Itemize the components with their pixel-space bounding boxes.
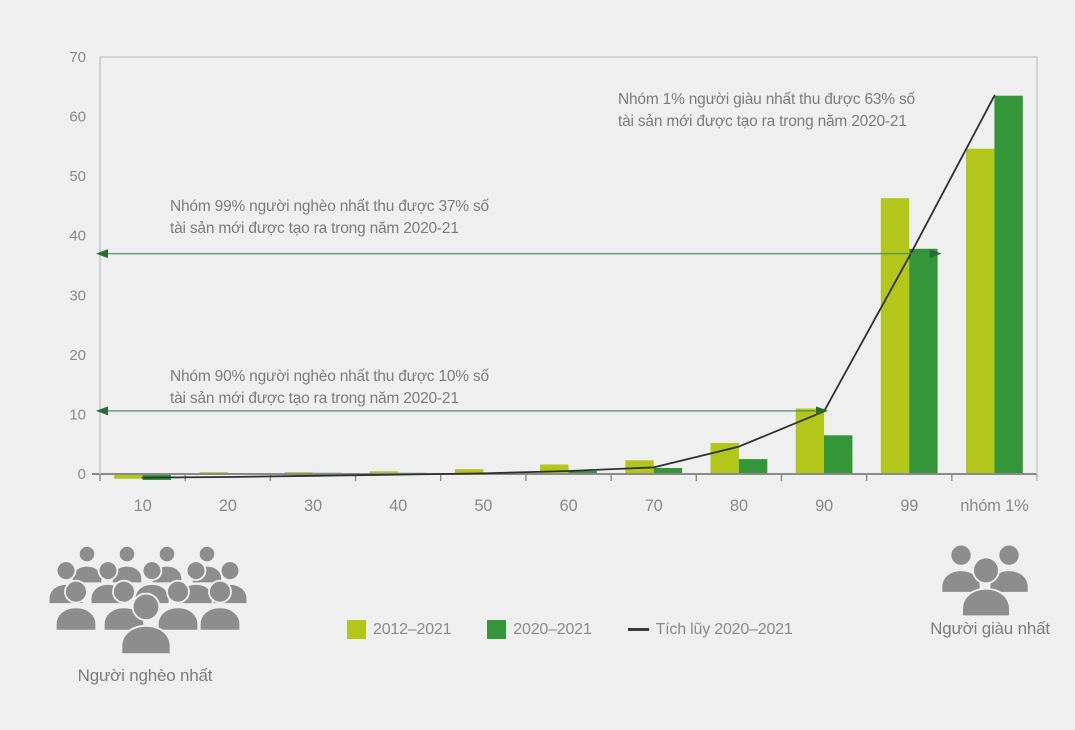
bar-2012-2021-nhóm 1% bbox=[966, 148, 995, 474]
person-icon bbox=[70, 544, 104, 585]
bar-2020-2021-80 bbox=[738, 459, 768, 474]
bar-2012-2021-40 bbox=[369, 471, 399, 474]
arrowhead-right-37 bbox=[929, 249, 942, 259]
annotation-richest-1pct-line1: Nhóm 1% người giàu nhất thu được 63% số bbox=[618, 91, 916, 108]
legend-swatch-cumulative-line bbox=[627, 628, 649, 631]
cumulative-line bbox=[141, 94, 996, 479]
arrowhead-left-37 bbox=[96, 249, 108, 259]
legend-item-2020-2021: 2020–2021 bbox=[487, 620, 592, 639]
x-tick-label-30: 30 bbox=[304, 497, 322, 515]
x-tick-label-80: 80 bbox=[730, 497, 748, 515]
x-tick-label-40: 40 bbox=[389, 497, 407, 515]
y-tick-label-60: 60 bbox=[69, 109, 86, 126]
poorest-crowd-label: Người nghèo nhất bbox=[77, 666, 213, 685]
x-tick-label-60: 60 bbox=[560, 497, 578, 515]
bar-2020-2021-90 bbox=[824, 435, 853, 474]
legend-item-cumulative: Tích lũy 2020–2021 bbox=[627, 620, 793, 639]
y-tick-label-40: 40 bbox=[69, 228, 86, 245]
bar-2012-2021-60 bbox=[540, 464, 569, 474]
annotation-poorest-90pct-line2: tài sản mới được tạo ra trong năm 2020-2… bbox=[170, 390, 459, 407]
legend-item-2012-2021: 2012–2021 bbox=[347, 620, 451, 639]
y-tick-label-20: 20 bbox=[69, 347, 86, 364]
richest-group-label: Người giàu nhất bbox=[930, 619, 1050, 638]
person-icon bbox=[198, 579, 242, 632]
annotation-poorest-90pct-line1: Nhóm 90% người nghèo nhất thu được 10% s… bbox=[170, 368, 490, 385]
person-icon bbox=[156, 579, 200, 632]
x-tick-label-99: 99 bbox=[900, 497, 918, 515]
person-icon bbox=[961, 556, 1011, 618]
richest-group-icon bbox=[940, 543, 1030, 618]
y-tick-label-0: 0 bbox=[78, 466, 86, 483]
annotation-poorest-99pct-line2: tài sản mới được tạo ra trong năm 2020-2… bbox=[170, 220, 459, 237]
person-icon bbox=[54, 579, 98, 632]
bar-2012-2021-50 bbox=[454, 469, 484, 474]
y-tick-label-10: 10 bbox=[69, 406, 86, 423]
legend-label: 2020–2021 bbox=[513, 620, 592, 638]
x-tick-label-70: 70 bbox=[645, 497, 663, 515]
bar-2020-2021-nhóm 1% bbox=[994, 95, 1023, 474]
bar-2012-2021-10 bbox=[114, 474, 143, 479]
annotation-richest-1pct-line2: tài sản mới được tạo ra trong năm 2020-2… bbox=[618, 113, 907, 130]
arrowhead-right-10.6 bbox=[816, 406, 829, 416]
x-tick-label-10: 10 bbox=[134, 497, 152, 515]
poorest-crowd-icon bbox=[47, 544, 249, 656]
legend-swatch-2020-2021 bbox=[487, 620, 507, 639]
bar-2012-2021-99 bbox=[880, 198, 910, 474]
y-tick-label-30: 30 bbox=[69, 287, 86, 304]
bar-2012-2021-90 bbox=[795, 408, 825, 474]
legend-label: Tích lũy 2020–2021 bbox=[655, 620, 793, 638]
x-tick-label-90: 90 bbox=[815, 497, 833, 515]
x-tick-label-50: 50 bbox=[474, 497, 492, 515]
x-tick-label-20: 20 bbox=[219, 497, 237, 515]
legend-swatch-2012-2021 bbox=[347, 620, 366, 639]
bar-2020-2021-99 bbox=[909, 248, 938, 474]
arrowhead-left-10.6 bbox=[96, 406, 108, 416]
y-tick-label-50: 50 bbox=[69, 168, 86, 185]
plot-frame bbox=[99, 56, 1038, 481]
person-icon bbox=[940, 543, 982, 594]
bar-2020-2021-60 bbox=[568, 471, 597, 474]
bar-2020-2021-70 bbox=[653, 468, 683, 474]
annotation-poorest-99pct-line1: Nhóm 99% người nghèo nhất thu được 37% s… bbox=[170, 198, 490, 215]
person-icon bbox=[120, 592, 172, 656]
chart-legend: 2012–2021 2020–2021 Tích lũy 2020–2021 bbox=[347, 620, 793, 639]
y-tick-label-70: 70 bbox=[69, 49, 86, 66]
person-icon bbox=[110, 544, 144, 585]
legend-label: 2012–2021 bbox=[373, 620, 452, 638]
x-tick-label-nhóm 1%: nhóm 1% bbox=[960, 497, 1029, 515]
